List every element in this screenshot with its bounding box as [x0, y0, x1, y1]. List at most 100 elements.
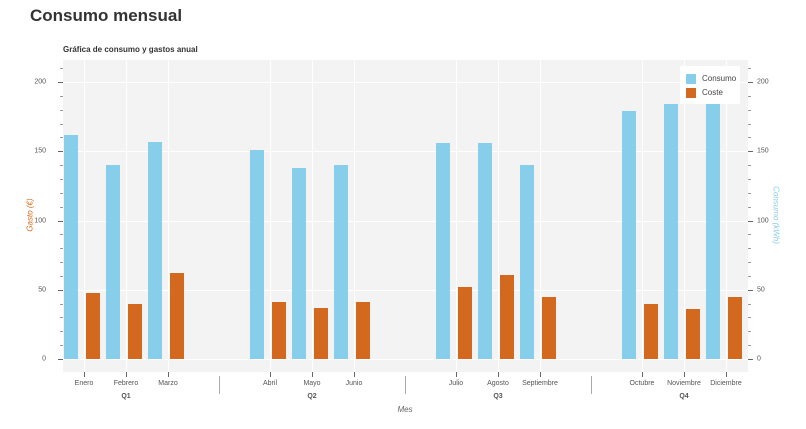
quarter-label: Q3 — [493, 393, 503, 400]
bar-consumo-septiembre[interactable] — [520, 165, 534, 359]
x-tick — [726, 372, 727, 377]
tick-mark — [58, 289, 63, 291]
bar-coste-septiembre[interactable] — [542, 296, 556, 359]
minor-tick — [748, 68, 751, 70]
minor-tick — [748, 234, 751, 236]
grid-line — [642, 60, 643, 372]
x-tick — [84, 372, 85, 377]
quarter-label: Q4 — [679, 393, 689, 400]
bar-coste-octubre[interactable] — [644, 303, 658, 359]
bar-coste-julio[interactable] — [458, 286, 472, 359]
minor-tick — [60, 95, 63, 97]
legend-item-consumo[interactable]: Consumo — [686, 73, 736, 84]
x-tick-label: Marzo — [158, 380, 178, 387]
minor-tick — [60, 137, 63, 139]
coste-swatch-icon — [686, 87, 696, 98]
x-tick-label: Diciembre — [710, 380, 742, 387]
minor-tick — [60, 68, 63, 70]
minor-tick — [748, 303, 751, 305]
minor-tick — [60, 248, 63, 250]
bar-consumo-junio[interactable] — [334, 165, 348, 359]
legend: Consumo Coste — [680, 66, 740, 104]
right-axis-label: Consumo (kWh) — [771, 186, 781, 244]
x-tick-label: Julio — [448, 380, 464, 387]
consumo-swatch-icon — [686, 73, 696, 84]
grid-line — [126, 60, 127, 372]
bar-coste-enero[interactable] — [86, 292, 100, 359]
x-tick — [312, 372, 313, 377]
bar-coste-agosto[interactable] — [500, 274, 514, 359]
tick-mark — [748, 82, 753, 83]
group-separator — [405, 376, 406, 394]
tick-mark — [748, 151, 753, 153]
tick-mark — [748, 220, 753, 222]
minor-tick — [60, 178, 63, 180]
minor-tick — [60, 303, 63, 305]
group-separator — [219, 376, 220, 394]
legend-item-coste[interactable]: Coste — [686, 87, 723, 98]
x-tick-label: Mayo — [303, 380, 321, 387]
x-axis-label: Mes — [397, 405, 413, 414]
x-tick — [168, 372, 169, 377]
bar-consumo-marzo[interactable] — [148, 141, 162, 359]
x-tick-label: Septiembre — [522, 380, 558, 387]
bar-coste-mayo[interactable] — [314, 307, 328, 359]
x-tick — [270, 372, 271, 377]
tick-mark — [748, 359, 753, 360]
right-tick-label: 0 — [757, 355, 761, 363]
tick-mark — [748, 289, 753, 291]
bar-consumo-enero[interactable] — [64, 134, 78, 359]
bar-coste-febrero[interactable] — [128, 303, 142, 359]
grid-line — [270, 60, 271, 372]
grid-line — [63, 289, 748, 291]
x-tick-label: Noviembre — [667, 380, 701, 387]
grid-line — [63, 220, 748, 222]
grid-line — [63, 359, 748, 360]
minor-tick — [748, 192, 751, 194]
plot-area — [63, 60, 748, 372]
bar-consumo-febrero[interactable] — [106, 165, 120, 359]
grid-line — [312, 60, 313, 372]
minor-tick — [748, 345, 751, 347]
minor-tick — [60, 275, 63, 277]
minor-tick — [60, 206, 63, 208]
minor-tick — [748, 206, 751, 208]
grid-line — [540, 60, 541, 372]
grid-line — [354, 60, 355, 372]
minor-tick — [748, 109, 751, 111]
bar-consumo-octubre[interactable] — [622, 111, 636, 359]
tick-mark — [58, 359, 63, 360]
chart-title: Gráfica de consumo y gastos anual — [63, 45, 198, 54]
minor-tick — [60, 345, 63, 347]
minor-tick — [748, 331, 751, 333]
bar-coste-noviembre[interactable] — [686, 309, 700, 359]
bar-coste-abril[interactable] — [272, 302, 286, 359]
x-tick — [540, 372, 541, 377]
minor-tick — [60, 331, 63, 333]
right-tick-label: 150 — [757, 147, 769, 155]
minor-tick — [748, 123, 751, 125]
bar-consumo-julio[interactable] — [436, 142, 450, 359]
legend-label: Consumo — [702, 74, 737, 83]
tick-mark — [58, 151, 63, 153]
x-tick-label: Febrero — [113, 380, 139, 387]
bar-consumo-agosto[interactable] — [478, 142, 492, 359]
minor-tick — [748, 95, 751, 97]
quarter-label: Q1 — [121, 393, 131, 400]
bar-consumo-mayo[interactable] — [292, 167, 306, 359]
x-tick-label: Enero — [74, 380, 94, 387]
x-tick-label: Octubre — [629, 380, 655, 387]
bar-coste-diciembre[interactable] — [728, 296, 742, 359]
bar-consumo-noviembre[interactable] — [664, 104, 678, 359]
x-tick — [498, 372, 499, 377]
minor-tick — [748, 165, 751, 167]
x-tick-label: Agosto — [487, 380, 509, 387]
bar-consumo-abril[interactable] — [250, 149, 264, 359]
minor-tick — [60, 109, 63, 111]
minor-tick — [748, 275, 751, 277]
bar-coste-marzo[interactable] — [170, 273, 184, 359]
grid-line — [168, 60, 169, 372]
minor-tick — [60, 165, 63, 167]
bar-coste-junio[interactable] — [356, 302, 370, 359]
bar-consumo-diciembre[interactable] — [706, 104, 720, 359]
